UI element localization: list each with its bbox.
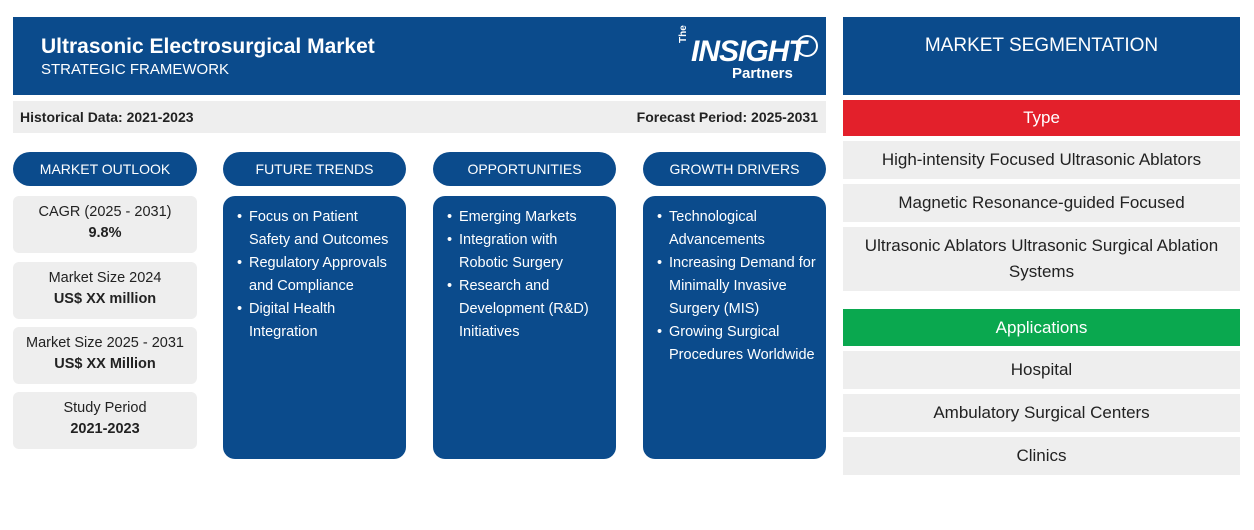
logo-insight-text: INSIGHT (691, 35, 807, 68)
segment-item: Ambulatory Surgical Centers (843, 394, 1240, 432)
future-trends-list: Focus on Patient Safety and Outcomes Reg… (223, 196, 406, 344)
list-item: Focus on Patient Safety and Outcomes (237, 206, 396, 252)
growth-drivers-header: GROWTH DRIVERS (643, 152, 826, 186)
period-strip: Historical Data: 2021-2023 Forecast Peri… (13, 101, 826, 133)
insight-partners-logo: The INSIGHT Partners (668, 25, 818, 87)
outlook-study-period-box: Study Period 2021-2023 (13, 392, 197, 449)
list-item: Regulatory Approvals and Compliance (237, 252, 396, 298)
future-trends-header: FUTURE TRENDS (223, 152, 406, 186)
list-item: Integration with Robotic Surgery (447, 229, 606, 275)
opportunities-panel: Emerging Markets Integration with Roboti… (433, 196, 616, 459)
segment-applications-header: Applications (843, 309, 1240, 346)
outlook-value: 2021-2023 (70, 421, 140, 437)
page-subtitle: STRATEGIC FRAMEWORK (41, 61, 230, 78)
outlook-value: US$ XX million (53, 291, 157, 307)
segmentation-header: MARKET SEGMENTATION (843, 17, 1240, 95)
outlook-cagr-box: CAGR (2025 - 2031) 9.8% (13, 196, 197, 253)
list-item: Growing Surgical Procedures Worldwide (657, 321, 816, 367)
list-item: Digital Health Integration (237, 298, 396, 344)
segment-item: Ultrasonic Ablators Ultrasonic Surgical … (843, 227, 1240, 291)
opportunities-header: OPPORTUNITIES (433, 152, 616, 186)
outlook-label: Market Size 2025 - 2031 (26, 335, 184, 351)
forecast-period: Forecast Period: 2025-2031 (636, 109, 818, 125)
header-banner: Ultrasonic Electrosurgical Market STRATE… (13, 17, 826, 95)
logo-the-text: The (678, 25, 689, 43)
outlook-market-size-forecast-box: Market Size 2025 - 2031 US$ XX Million (13, 327, 197, 384)
opportunities-list: Emerging Markets Integration with Roboti… (433, 196, 616, 344)
segment-item: Clinics (843, 437, 1240, 475)
list-item: Research and Development (R&D) Initiativ… (447, 275, 606, 344)
outlook-value: US$ XX Million (54, 356, 156, 372)
page-title: Ultrasonic Electrosurgical Market (41, 35, 375, 58)
list-item: Increasing Demand for Minimally Invasive… (657, 252, 816, 321)
list-item: Emerging Markets (447, 206, 606, 229)
outlook-value: 9.8% (88, 225, 122, 241)
outlook-label: Study Period (63, 400, 147, 416)
logo-ring-icon (796, 35, 818, 57)
market-outlook-header: MARKET OUTLOOK (13, 152, 197, 186)
segment-item: Hospital (843, 351, 1240, 389)
outlook-market-size-2024-box: Market Size 2024 US$ XX million (13, 262, 197, 319)
list-item: Technological Advancements (657, 206, 816, 252)
growth-drivers-panel: Technological Advancements Increasing De… (643, 196, 826, 459)
logo-partners-text: Partners (732, 65, 793, 82)
outlook-label: CAGR (2025 - 2031) (38, 204, 172, 220)
historical-period: Historical Data: 2021-2023 (20, 109, 194, 125)
segment-item: Magnetic Resonance-guided Focused (843, 184, 1240, 222)
growth-drivers-list: Technological Advancements Increasing De… (643, 196, 826, 367)
outlook-label: Market Size 2024 (48, 270, 162, 286)
future-trends-panel: Focus on Patient Safety and Outcomes Reg… (223, 196, 406, 459)
segment-type-header: Type (843, 100, 1240, 136)
segment-item: High-intensity Focused Ultrasonic Ablato… (843, 141, 1240, 179)
